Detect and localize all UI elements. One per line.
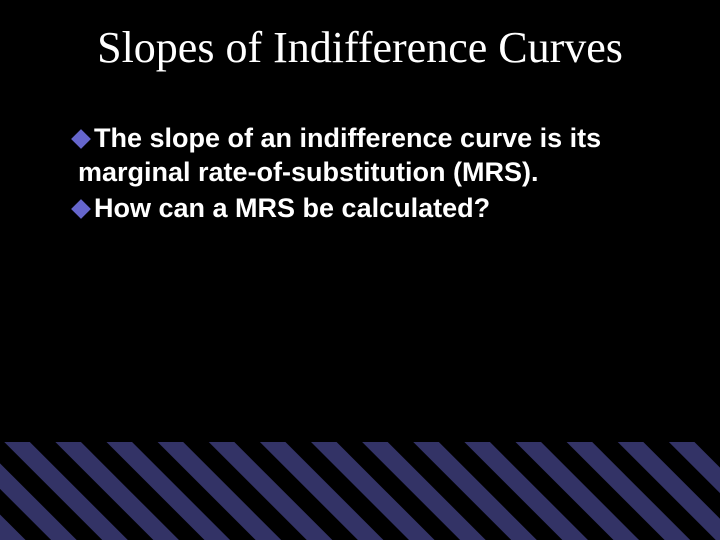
bullet-item: The slope of an indifference curve is it… (78, 122, 648, 190)
slide-body: The slope of an indifference curve is it… (78, 122, 648, 225)
bullet-item: How can a MRS be calculated? (78, 192, 648, 226)
slide: Slopes of Indifference Curves The slope … (0, 0, 720, 540)
bullet-text: The slope of an indifference curve is it… (78, 122, 648, 190)
slide-title: Slopes of Indifference Curves (0, 22, 720, 73)
decorative-stripes (0, 442, 720, 540)
bullet-text: How can a MRS be calculated? (78, 192, 648, 226)
